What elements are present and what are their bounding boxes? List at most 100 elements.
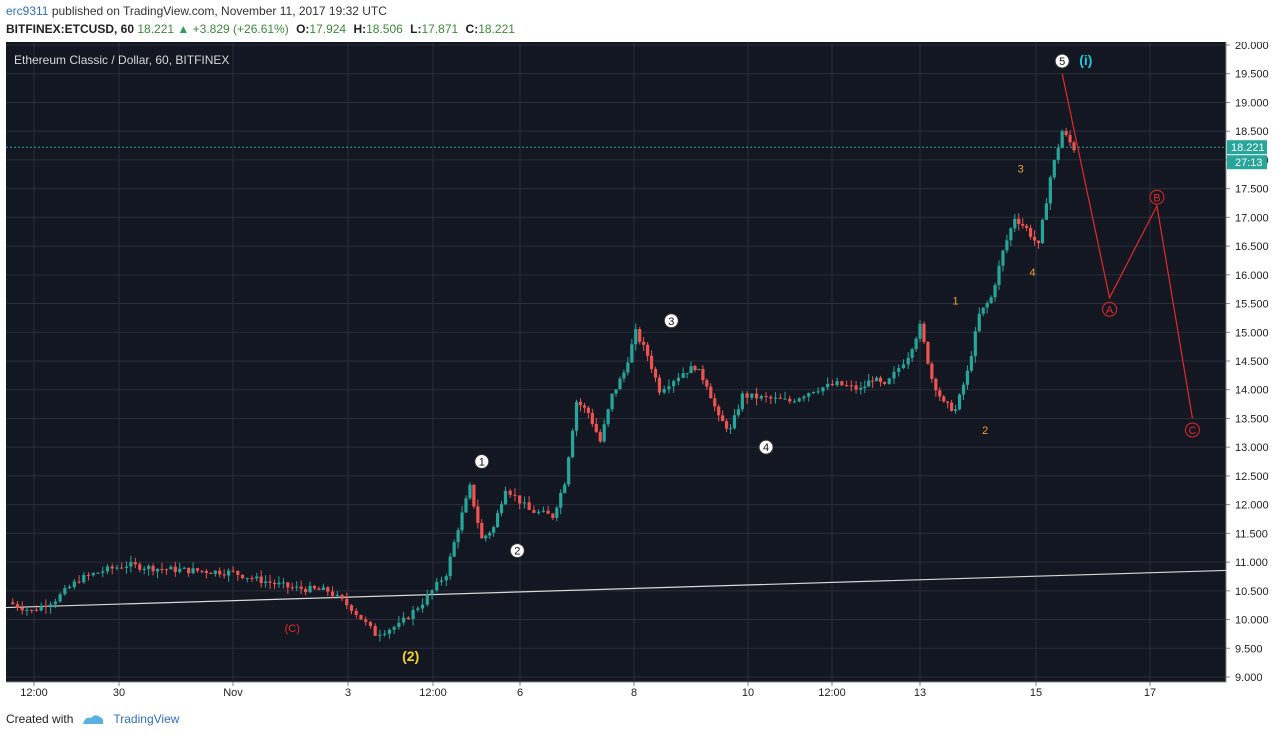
candle bbox=[622, 372, 626, 379]
candle bbox=[906, 357, 910, 365]
h-label: H: bbox=[353, 22, 367, 36]
candle bbox=[499, 504, 504, 514]
wave-label: B bbox=[1153, 192, 1160, 204]
candle bbox=[15, 604, 20, 608]
candle bbox=[788, 398, 792, 402]
candle bbox=[887, 378, 891, 384]
y-tick-label: 9.500 bbox=[1235, 643, 1263, 655]
candle bbox=[464, 498, 468, 513]
candle bbox=[630, 344, 634, 363]
candle bbox=[914, 338, 918, 350]
candle bbox=[452, 542, 456, 557]
candle bbox=[1056, 147, 1060, 161]
candle bbox=[618, 378, 622, 390]
candle bbox=[649, 355, 654, 370]
candle bbox=[578, 401, 583, 406]
wave-label: (2) bbox=[402, 648, 419, 664]
candle bbox=[697, 369, 701, 371]
y-tick-label: 11.500 bbox=[1235, 528, 1268, 540]
candle bbox=[402, 617, 406, 623]
candle bbox=[213, 570, 217, 574]
y-tick-label: 12.500 bbox=[1235, 471, 1269, 483]
x-tick-label: 8 bbox=[631, 687, 637, 699]
candle bbox=[830, 383, 834, 386]
candle bbox=[892, 371, 896, 379]
candle bbox=[349, 605, 354, 611]
candle bbox=[646, 344, 650, 356]
candle bbox=[769, 396, 773, 399]
l-label: L: bbox=[410, 22, 422, 36]
candle bbox=[411, 609, 415, 619]
change-up-icon: ▲ bbox=[177, 22, 190, 36]
candle bbox=[570, 430, 575, 458]
candle bbox=[778, 397, 782, 399]
candle bbox=[930, 363, 934, 379]
tradingview-link[interactable]: TradingView bbox=[113, 712, 180, 726]
candle bbox=[728, 428, 733, 430]
candle bbox=[759, 395, 763, 399]
candle bbox=[1060, 131, 1064, 148]
candle bbox=[667, 386, 671, 390]
candle bbox=[532, 509, 536, 513]
candle bbox=[882, 382, 887, 384]
candle bbox=[1028, 228, 1033, 237]
candle bbox=[321, 587, 325, 590]
candle bbox=[676, 377, 681, 382]
candle bbox=[1009, 228, 1013, 241]
candle bbox=[495, 513, 500, 528]
candle bbox=[460, 512, 464, 531]
price-chart[interactable]: 20.00019.50019.00018.50018.00017.50017.0… bbox=[6, 42, 1274, 702]
candle bbox=[807, 393, 811, 397]
candle bbox=[1040, 219, 1045, 244]
candle bbox=[182, 567, 186, 569]
candle bbox=[1025, 225, 1029, 229]
y-tick-label: 12.000 bbox=[1235, 500, 1269, 512]
candle bbox=[662, 389, 666, 393]
close-value: 18.221 bbox=[478, 22, 515, 36]
candle bbox=[821, 387, 825, 392]
candle bbox=[878, 377, 883, 383]
wave-label: 4 bbox=[1030, 267, 1036, 279]
candle bbox=[973, 331, 977, 357]
candle bbox=[701, 369, 705, 381]
abc-projection bbox=[1061, 73, 1194, 419]
candle bbox=[950, 402, 954, 411]
candle bbox=[590, 412, 594, 424]
candle bbox=[1072, 142, 1076, 151]
candle bbox=[653, 369, 658, 378]
y-tick-label: 10.000 bbox=[1235, 615, 1269, 627]
candle bbox=[926, 341, 930, 364]
candle bbox=[503, 490, 508, 505]
candle bbox=[773, 397, 778, 399]
candle bbox=[142, 568, 146, 570]
tradingview-logo-icon bbox=[83, 715, 104, 724]
candle bbox=[626, 362, 630, 373]
plot-area bbox=[6, 42, 1226, 682]
candle bbox=[845, 385, 849, 387]
candle bbox=[373, 625, 377, 636]
candle bbox=[518, 495, 522, 504]
candle bbox=[1052, 160, 1056, 178]
candle bbox=[513, 494, 517, 496]
candle bbox=[1032, 236, 1037, 241]
candle bbox=[101, 571, 105, 573]
candle bbox=[840, 381, 844, 386]
candle bbox=[49, 604, 53, 608]
author-link[interactable]: erc9311 bbox=[6, 4, 49, 18]
wave-label-circle bbox=[1184, 422, 1200, 438]
candle bbox=[1013, 218, 1017, 229]
candle bbox=[264, 581, 268, 584]
candle bbox=[901, 364, 906, 369]
candle bbox=[863, 386, 867, 388]
y-tick-label: 18.500 bbox=[1235, 126, 1269, 138]
candle bbox=[484, 535, 488, 539]
candle bbox=[802, 396, 806, 399]
candle bbox=[546, 510, 550, 514]
candle bbox=[1036, 240, 1041, 244]
candle bbox=[231, 570, 235, 572]
y-tick-label: 16.000 bbox=[1235, 270, 1269, 282]
change: +3.829 (+26.61%) bbox=[192, 22, 289, 36]
candle bbox=[897, 368, 901, 372]
candle bbox=[169, 566, 173, 570]
candle bbox=[574, 401, 579, 431]
